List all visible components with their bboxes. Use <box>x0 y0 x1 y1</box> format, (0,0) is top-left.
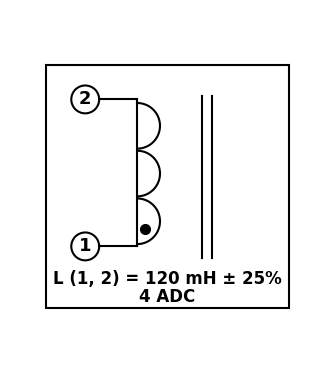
Text: 2: 2 <box>79 90 92 108</box>
Text: L (1, 2) = 120 mH ± 25%: L (1, 2) = 120 mH ± 25% <box>53 270 282 288</box>
Text: 4 ADC: 4 ADC <box>139 288 196 306</box>
Text: 1: 1 <box>79 238 92 255</box>
